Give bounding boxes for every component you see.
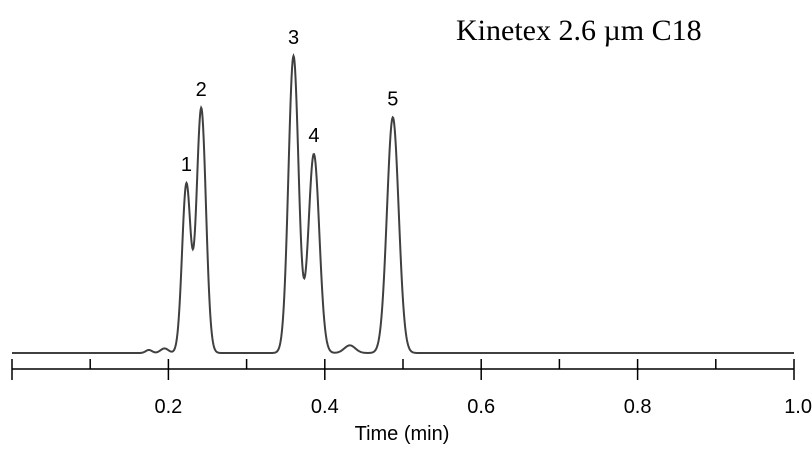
peak-layer: 1 2 3 4 5 (181, 27, 399, 176)
x-axis-title: Time (min) (355, 423, 450, 445)
peak-label-4: 4 (308, 125, 319, 147)
peak-label-1: 1 (181, 154, 192, 176)
peak-label-3: 3 (288, 27, 299, 49)
peak-label-5: 5 (387, 88, 398, 110)
x-tick-label: 1.0 (784, 396, 812, 418)
chromatogram-trace (12, 53, 794, 354)
peak-label-2: 2 (196, 79, 207, 101)
x-tick-label: 0.8 (624, 396, 652, 418)
x-tick-label: 0.2 (154, 396, 182, 418)
x-tick-label: 0.4 (311, 396, 339, 418)
x-tick-label: 0.6 (467, 396, 495, 418)
x-axis-ticks: 0.2 0.4 0.6 0.8 1.0 (11, 359, 812, 418)
chart-title: Kinetex 2.6 µm C18 (456, 14, 702, 47)
